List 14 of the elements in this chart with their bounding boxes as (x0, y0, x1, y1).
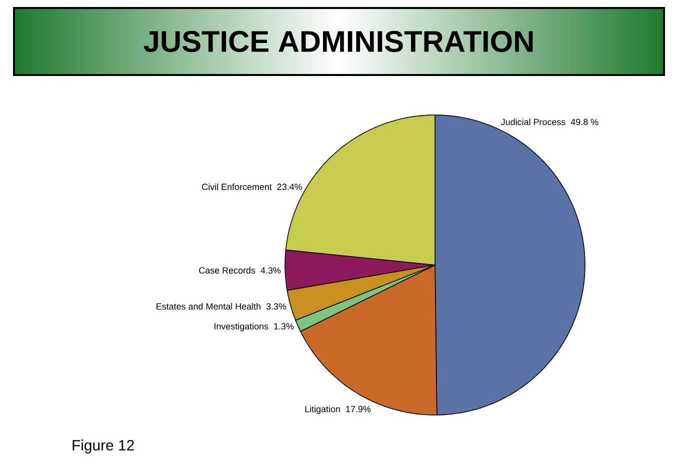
slice-label: Litigation (305, 406, 340, 414)
slice-label: Case Records (199, 266, 256, 274)
slice-label: Judicial Process (501, 118, 566, 126)
data-label: 1.3% (274, 323, 294, 330)
chart-title: JUSTICE ADMINISTRATION (144, 30, 533, 52)
data-label: 17.9% (346, 406, 371, 412)
slice-label: Civil Enforcement (202, 183, 272, 190)
caption: Figure 12 (72, 440, 134, 454)
data-label: 3.3% (266, 303, 286, 310)
slice-label: Estates and Mental Health (156, 303, 260, 310)
data-label: 23.4% (277, 184, 302, 190)
slice-label: Investigations (214, 322, 268, 332)
data-label: 4.3% (260, 267, 281, 274)
data-label: 49.8 % (570, 118, 598, 126)
